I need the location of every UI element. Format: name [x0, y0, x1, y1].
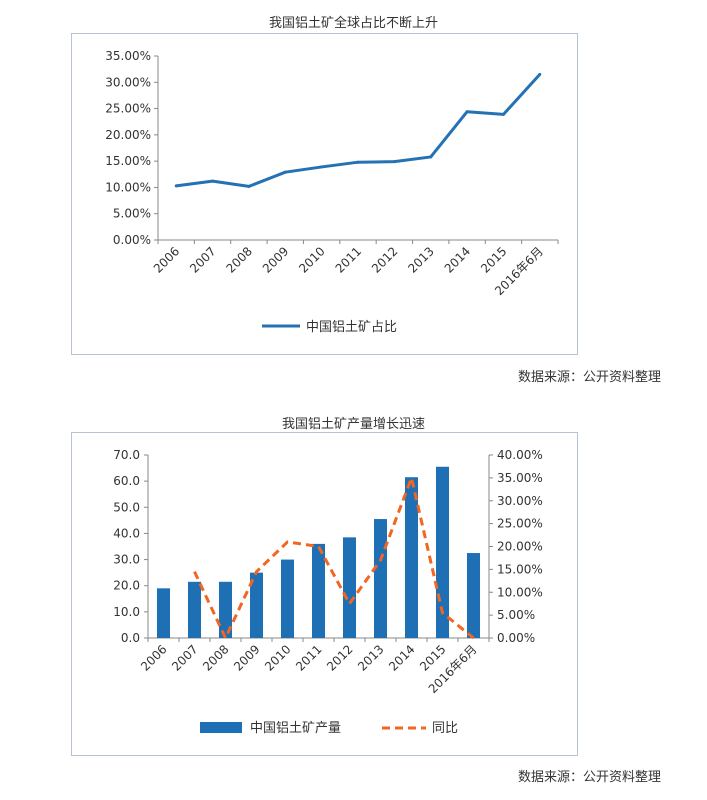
chart2-title: 我国铝土矿产量增长迅速 [281, 417, 425, 432]
chart2-bar [249, 572, 264, 638]
chart2-x-tick-label: 2011 [293, 642, 324, 673]
chart1-x-tick-label: 2006 [151, 244, 182, 275]
chart1-x-tick-label: 2012 [369, 244, 400, 275]
chart1-y-tick-label: 15.00% [105, 154, 151, 168]
chart1-y-tick-label: 35.00% [105, 49, 151, 63]
chart2-bar [342, 537, 357, 638]
chart2-legend-line-label: 同比 [432, 721, 458, 736]
chart2-right-tick-label: 10.00% [497, 585, 543, 599]
chart1-data-point [429, 155, 433, 159]
chart1-data-point [211, 179, 215, 183]
chart2-left-tick-label: 30.0 [113, 553, 140, 567]
chart2-left-tick-label: 0.0 [121, 631, 140, 645]
chart1-data-point [283, 170, 287, 174]
chart2-x-tick-label: 2009 [231, 642, 262, 673]
chart1-x-tick-label: 2008 [224, 244, 255, 275]
chart2-left-tick-label: 50.0 [113, 500, 140, 514]
chart1-x-tick-label: 2014 [442, 244, 473, 275]
chart1-data-point [320, 165, 324, 169]
chart1-y-tick-label: 0.00% [113, 233, 151, 247]
chart2-legend-bar-label: 中国铝土矿产量 [250, 721, 341, 736]
chart1-data-point [247, 184, 251, 188]
chart2-left-tick-label: 70.0 [113, 448, 140, 462]
chart2-left-tick-label: 60.0 [113, 474, 140, 488]
chart2-x-tick-label: 2010 [262, 642, 293, 673]
chart2-bar [218, 581, 233, 638]
chart2-x-tick-label: 2013 [355, 642, 386, 673]
chart2-right-tick-label: 35.00% [497, 471, 543, 485]
chart2-frame: 0.0 10.0 20.0 30.0 40.0 50.0 60.0 70.0 0.00% 5.00… [71, 432, 578, 756]
chart1-x-tick-label: 2009 [260, 244, 291, 275]
chart1-x-tick-label: 2013 [405, 244, 436, 275]
chart1-frame: 0.00% 5.00% 10.00% 15.00% 20.00% 25.00% 30.00%… [71, 33, 578, 355]
chart1-x-tick-label: 2007 [187, 244, 218, 275]
chart2-bar [311, 543, 326, 638]
chart2-right-tick-label: 20.00% [497, 540, 543, 554]
chart1-series-line [175, 73, 541, 188]
chart2-right-tick-label: 25.00% [497, 517, 543, 531]
chart1-x-tick-label: 2011 [333, 244, 364, 275]
chart2-right-tick-label: 40.00% [497, 448, 543, 462]
chart2-left-tick-label: 20.0 [113, 579, 140, 593]
chart1-svg: 0.00% 5.00% 10.00% 15.00% 20.00% 25.00% 30.00%… [105, 49, 559, 335]
chart1-data-point [465, 110, 469, 114]
chart1-data-point [356, 160, 360, 164]
chart2-bar [466, 553, 481, 638]
chart2-bar [187, 581, 202, 638]
chart1-title: 我国铝土矿全球占比不断上升 [268, 16, 438, 31]
chart2-bar [373, 519, 388, 638]
chart2-x-tick-label: 2007 [169, 642, 200, 673]
chart2-left-tick-label: 10.0 [113, 605, 140, 619]
chart1-x-tick-label: 2015 [478, 244, 509, 275]
chart1-source: 数据来源：公开资料整理 [517, 370, 661, 385]
chart2-right-tick-label: 0.00% [497, 631, 535, 645]
chart1-data-point [501, 112, 505, 116]
chart1-x-tick-label: 2010 [296, 244, 327, 275]
chart2-source: 数据来源：公开资料整理 [517, 770, 661, 785]
chart2-right-tick-label: 15.00% [497, 562, 543, 576]
chart2-x-tick-label: 2008 [200, 642, 231, 673]
chart2-yoy-line [193, 476, 475, 640]
chart2-right-tick-label: 5.00% [497, 608, 535, 622]
chart1-legend-label: 中国铝土矿占比 [306, 320, 397, 335]
chart1-data-point [392, 160, 396, 164]
chart2-x-tick-label: 2014 [386, 642, 417, 673]
chart2-x-tick-label: 2006 [138, 642, 169, 673]
chart1-y-tick-label: 25.00% [105, 102, 151, 116]
chart1-y-tick-label: 30.00% [105, 75, 151, 89]
chart2-bar [156, 588, 171, 638]
chart2-legend-bar-swatch [200, 722, 242, 733]
chart2-x-tick-label: 2012 [324, 642, 355, 673]
chart2-right-tick-label: 30.00% [497, 494, 543, 508]
chart2-bar [404, 477, 419, 638]
chart1-data-point [174, 184, 178, 188]
chart1-y-tick-label: 20.00% [105, 128, 151, 142]
chart1-y-tick-label: 5.00% [113, 207, 151, 221]
chart2-svg: 0.0 10.0 20.0 30.0 40.0 50.0 60.0 70.0 0.00% 5.00… [113, 448, 543, 736]
chart2-left-tick-label: 40.0 [113, 526, 140, 540]
chart1-data-point [538, 72, 542, 76]
chart2-bar [280, 559, 295, 638]
chart1-y-tick-label: 10.00% [105, 180, 151, 194]
